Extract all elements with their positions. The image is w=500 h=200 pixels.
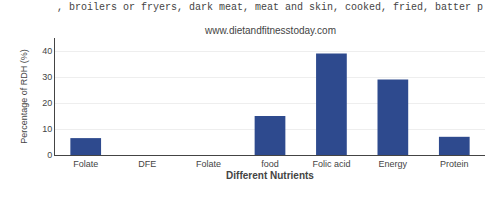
svg-text:Folate: Folate [73, 159, 98, 169]
svg-text:Folate: Folate [196, 159, 221, 169]
svg-text:Folic acid: Folic acid [312, 159, 350, 169]
svg-text:, broilers or fryers, dark mea: , broilers or fryers, dark meat, meat an… [57, 2, 483, 13]
svg-text:10: 10 [42, 124, 52, 134]
svg-text:food: food [261, 159, 279, 169]
svg-text:20: 20 [42, 98, 52, 108]
svg-text:Energy: Energy [379, 159, 408, 169]
svg-text:Protein: Protein [440, 159, 469, 169]
svg-text:40: 40 [42, 46, 52, 56]
svg-text:Different Nutrients: Different Nutrients [226, 170, 314, 181]
svg-text:DFE: DFE [138, 159, 156, 169]
svg-text:30: 30 [42, 72, 52, 82]
svg-text:www.dietandfitnesstoday.com: www.dietandfitnesstoday.com [204, 25, 336, 36]
svg-text:0: 0 [47, 150, 52, 160]
svg-text:Percentage of RDH (%): Percentage of RDH (%) [19, 49, 29, 144]
